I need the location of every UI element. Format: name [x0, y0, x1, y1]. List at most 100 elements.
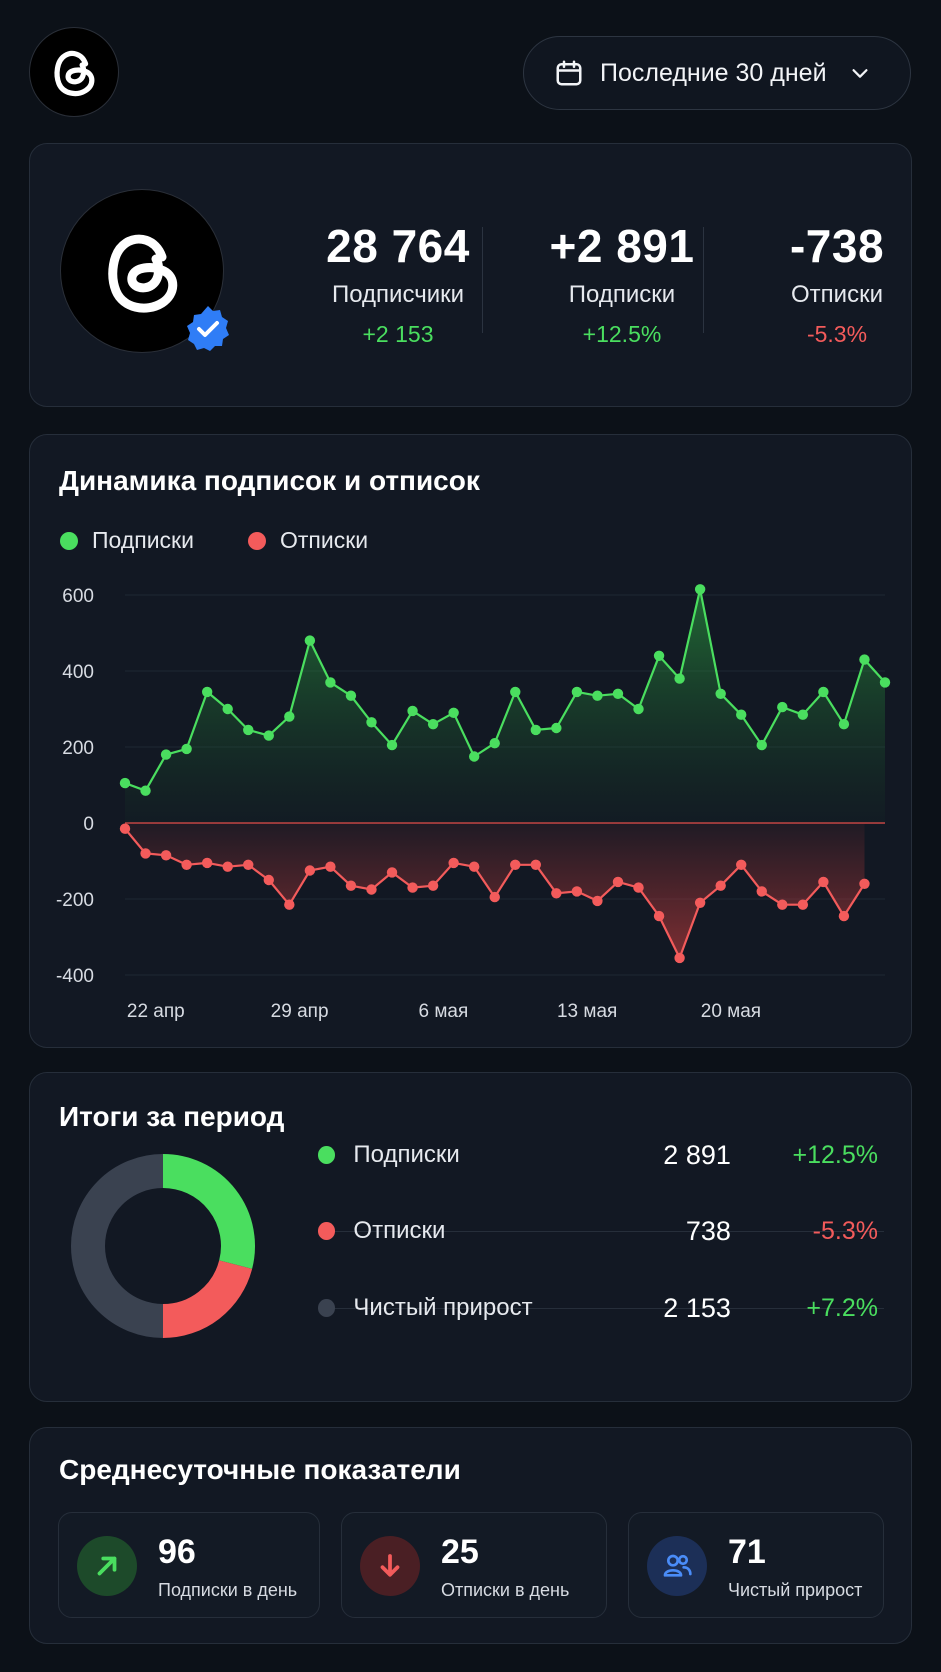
data-point-unsubscriptions	[797, 899, 809, 910]
avg-unsubscriptions-box: 25 Отписки в день	[341, 1512, 607, 1618]
data-point-unsubscriptions	[345, 880, 357, 891]
area-unsubscriptions	[125, 823, 865, 958]
area-subscriptions	[125, 589, 885, 823]
data-point-subscriptions	[756, 739, 767, 751]
data-point-subscriptions	[263, 730, 274, 741]
data-point-unsubscriptions	[284, 899, 295, 910]
threads-logo[interactable]	[29, 27, 119, 117]
data-point-subscriptions	[530, 724, 542, 736]
calendar-icon	[556, 60, 582, 86]
y-tick-label: 0	[83, 814, 94, 835]
data-point-unsubscriptions	[140, 848, 151, 859]
x-tick-label: 6 мая	[418, 1001, 468, 1022]
data-point-unsubscriptions	[366, 884, 377, 895]
data-point-subscriptions	[222, 703, 233, 715]
summary-pct: -5.3%	[812, 1216, 878, 1245]
summary-row-unsubscriptions: Отписки 738 -5.3%	[318, 1193, 878, 1269]
data-point-unsubscriptions	[653, 910, 665, 922]
data-point-subscriptions	[715, 688, 726, 699]
stat-unsubscriptions: -738 Отписки -5.3%	[727, 219, 941, 348]
data-point-subscriptions	[284, 711, 295, 722]
donut-slice	[71, 1154, 164, 1338]
data-point-subscriptions	[633, 703, 644, 715]
summary-row-subscriptions: Подписки 2 891 +12.5%	[318, 1117, 878, 1193]
donut-slice	[162, 1154, 255, 1269]
data-point-unsubscriptions	[694, 897, 706, 908]
avg-label: Подписки в день	[158, 1580, 298, 1600]
stat-change: +2 153	[362, 321, 434, 347]
legend-label: Отписки	[280, 527, 369, 553]
data-point-unsubscriptions	[859, 878, 870, 889]
avg-net-growth-box: 71 Чистый прирост	[628, 1512, 884, 1618]
data-point-subscriptions	[818, 686, 829, 698]
chart-plot: 600 400 200 0 -200 -400 22 апр 29 апр 6 мая 13 ма…	[56, 584, 891, 1022]
data-point-unsubscriptions	[263, 874, 274, 886]
summary-card: Итоги за период Подписки 2 891 +12.5% От…	[29, 1072, 912, 1402]
summary-dot	[318, 1146, 336, 1164]
data-point-unsubscriptions	[633, 882, 644, 893]
legend-item-unsubscriptions[interactable]: Отписки	[248, 527, 368, 554]
stat-change: +12.5%	[582, 321, 662, 347]
x-tick-label: 13 мая	[557, 1001, 617, 1022]
legend-label: Подписки	[92, 527, 194, 553]
arrow-down-icon	[360, 1536, 420, 1596]
legend-dot-green	[60, 531, 78, 550]
summary-name: Подписки	[353, 1141, 460, 1168]
data-point-subscriptions	[243, 724, 254, 736]
data-point-unsubscriptions	[201, 857, 213, 869]
stat-label: Подписки	[568, 281, 676, 308]
profile-card: 28 764 Подписчики +2 153 +2 891 Подписки…	[29, 143, 912, 407]
summary-row-net-growth: Чистый прирост 2 153 +7.2%	[318, 1270, 878, 1346]
data-point-subscriptions	[592, 690, 603, 701]
data-point-subscriptions	[797, 709, 809, 720]
data-point-subscriptions	[140, 785, 151, 796]
data-point-unsubscriptions	[181, 859, 192, 870]
y-tick-label: -200	[56, 890, 94, 911]
legend-item-subscriptions[interactable]: Подписки	[60, 527, 194, 554]
data-point-unsubscriptions	[674, 952, 685, 964]
data-point-unsubscriptions	[818, 876, 829, 888]
arrow-up-right-icon	[77, 1536, 137, 1596]
data-point-unsubscriptions	[592, 895, 603, 907]
data-point-unsubscriptions	[119, 823, 131, 834]
stat-value: 28 764	[326, 220, 470, 272]
data-point-unsubscriptions	[325, 861, 336, 872]
data-point-unsubscriptions	[160, 850, 172, 861]
data-point-subscriptions	[612, 688, 624, 699]
avg-value: 25	[441, 1533, 479, 1571]
data-point-unsubscriptions	[736, 859, 747, 870]
averages-title: Среднесуточные показатели	[59, 1454, 461, 1485]
data-point-subscriptions	[366, 717, 377, 728]
stat-label: Отписки	[791, 281, 883, 308]
data-point-subscriptions	[160, 749, 172, 760]
data-point-subscriptions	[489, 738, 500, 749]
data-point-subscriptions	[201, 686, 213, 698]
period-selector[interactable]: Последние 30 дней	[523, 36, 911, 110]
data-point-subscriptions	[468, 751, 480, 762]
avg-subscriptions-box: 96 Подписки в день	[58, 1512, 320, 1618]
averages-card: Среднесуточные показатели 96 Подписки в …	[29, 1427, 912, 1644]
legend-dot-red	[248, 531, 266, 550]
donut-slice	[162, 1259, 253, 1338]
summary-title: Итоги за период	[59, 1101, 285, 1132]
data-point-unsubscriptions	[489, 891, 500, 903]
data-point-subscriptions	[325, 677, 336, 688]
donut-chart	[71, 1154, 255, 1338]
summary-pct: +7.2%	[806, 1293, 878, 1322]
data-point-subscriptions	[674, 673, 685, 684]
stat-followers: 28 764 Подписчики +2 153	[288, 219, 508, 348]
summary-dot	[318, 1222, 336, 1240]
x-tick-label: 29 апр	[271, 1001, 329, 1022]
summary-name: Отписки	[353, 1217, 446, 1244]
data-point-unsubscriptions	[468, 861, 480, 872]
summary-value: 738	[685, 1215, 731, 1246]
data-point-unsubscriptions	[715, 880, 726, 891]
data-point-subscriptions	[859, 654, 870, 665]
stat-label: Подписчики	[331, 281, 465, 308]
data-point-subscriptions	[386, 739, 398, 751]
divider	[318, 1231, 884, 1232]
chart-card: Динамика подписок и отписок Подписки Отп…	[29, 434, 912, 1048]
data-point-subscriptions	[777, 701, 788, 713]
data-point-subscriptions	[448, 707, 459, 718]
data-point-subscriptions	[345, 690, 357, 701]
